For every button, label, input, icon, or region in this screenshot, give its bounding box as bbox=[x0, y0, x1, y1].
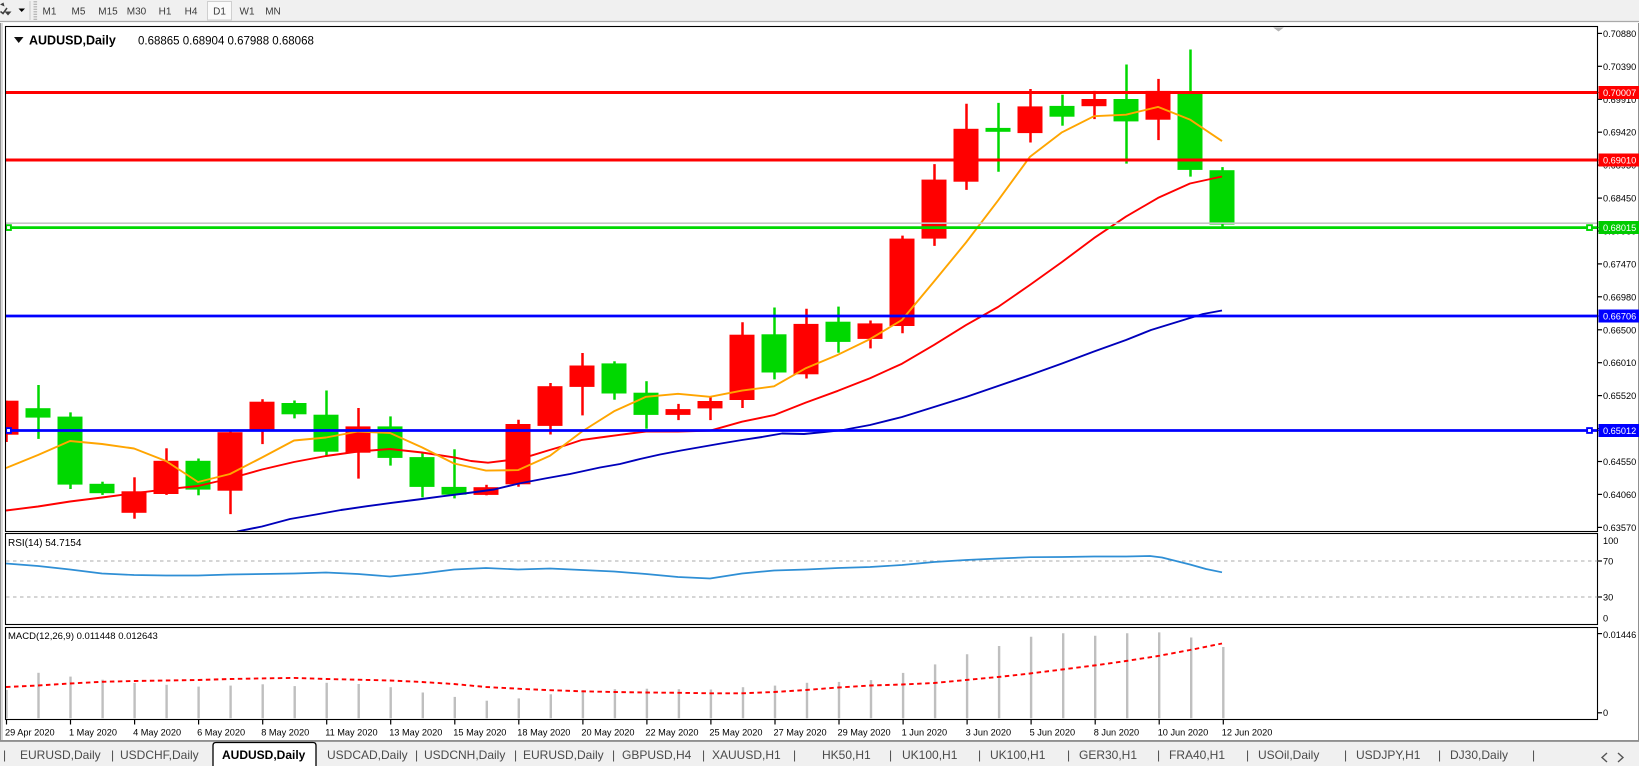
svg-text:0.70880: 0.70880 bbox=[1603, 29, 1636, 39]
svg-text:29 Apr 2020: 29 Apr 2020 bbox=[5, 728, 55, 738]
svg-text:0.66706: 0.66706 bbox=[1603, 312, 1636, 322]
svg-text:70: 70 bbox=[1603, 557, 1613, 567]
svg-text:0.63570: 0.63570 bbox=[1603, 523, 1636, 533]
svg-text:10 Jun 2020: 10 Jun 2020 bbox=[1158, 728, 1209, 738]
svg-text:0.01446: 0.01446 bbox=[1603, 630, 1636, 640]
svg-text:0.66500: 0.66500 bbox=[1603, 325, 1636, 335]
svg-text:18 May 2020: 18 May 2020 bbox=[517, 728, 570, 738]
svg-text:W1: W1 bbox=[240, 7, 255, 18]
svg-text:25 May 2020: 25 May 2020 bbox=[709, 728, 762, 738]
svg-text:HK50,H1: HK50,H1 bbox=[822, 748, 871, 762]
svg-text:|: | bbox=[1532, 748, 1535, 762]
svg-text:3 Jun 2020: 3 Jun 2020 bbox=[966, 728, 1011, 738]
svg-text:0.68015: 0.68015 bbox=[1603, 223, 1636, 233]
svg-text:0.65012: 0.65012 bbox=[1603, 426, 1636, 436]
svg-text:15 May 2020: 15 May 2020 bbox=[453, 728, 506, 738]
svg-text:M15: M15 bbox=[98, 7, 118, 18]
svg-text:1 Jun 2020: 1 Jun 2020 bbox=[902, 728, 947, 738]
svg-text:22 May 2020: 22 May 2020 bbox=[645, 728, 698, 738]
svg-text:USDJPY,H1: USDJPY,H1 bbox=[1356, 748, 1421, 762]
svg-text:6 May 2020: 6 May 2020 bbox=[197, 728, 245, 738]
svg-text:|: | bbox=[111, 748, 114, 762]
svg-text:0.69910: 0.69910 bbox=[1603, 95, 1636, 105]
svg-text:29 May 2020: 29 May 2020 bbox=[838, 728, 891, 738]
svg-text:EURUSD,Daily: EURUSD,Daily bbox=[20, 748, 101, 762]
svg-text:M30: M30 bbox=[127, 7, 147, 18]
svg-text:M5: M5 bbox=[72, 7, 86, 18]
svg-text:FRA40,H1: FRA40,H1 bbox=[1169, 748, 1225, 762]
svg-text:0.64060: 0.64060 bbox=[1603, 490, 1636, 500]
svg-text:1 May 2020: 1 May 2020 bbox=[69, 728, 117, 738]
svg-text:UK100,H1: UK100,H1 bbox=[902, 748, 958, 762]
svg-text:|: | bbox=[514, 748, 517, 762]
svg-text:8 Jun 2020: 8 Jun 2020 bbox=[1094, 728, 1139, 738]
svg-text:RSI(14) 54.7154: RSI(14) 54.7154 bbox=[8, 538, 82, 549]
svg-text:D1: D1 bbox=[213, 7, 226, 18]
svg-text:|: | bbox=[793, 748, 796, 762]
svg-text:0.64550: 0.64550 bbox=[1603, 457, 1636, 467]
svg-text:4 May 2020: 4 May 2020 bbox=[133, 728, 181, 738]
svg-text:H1: H1 bbox=[159, 7, 172, 18]
svg-text:GER30,H1: GER30,H1 bbox=[1079, 748, 1137, 762]
svg-text:AUDUSD,Daily: AUDUSD,Daily bbox=[222, 748, 306, 762]
svg-text:UK100,H1: UK100,H1 bbox=[990, 748, 1046, 762]
svg-text:|: | bbox=[1067, 748, 1070, 762]
svg-text:MN: MN bbox=[265, 7, 281, 18]
svg-text:0.65520: 0.65520 bbox=[1603, 391, 1636, 401]
svg-text:DJ30,Daily: DJ30,Daily bbox=[1450, 748, 1508, 762]
svg-text:11 May 2020: 11 May 2020 bbox=[325, 728, 377, 738]
svg-text:XAUUSD,H1: XAUUSD,H1 bbox=[712, 748, 781, 762]
svg-text:|: | bbox=[1157, 748, 1160, 762]
svg-text:|: | bbox=[889, 748, 892, 762]
svg-text:|: | bbox=[1438, 748, 1441, 762]
svg-text:|: | bbox=[978, 748, 981, 762]
svg-text:0.66980: 0.66980 bbox=[1603, 292, 1636, 302]
svg-text:0: 0 bbox=[1603, 708, 1608, 718]
svg-text:0.69010: 0.69010 bbox=[1603, 156, 1636, 166]
svg-text:USOil,Daily: USOil,Daily bbox=[1258, 748, 1319, 762]
svg-text:8 May 2020: 8 May 2020 bbox=[261, 728, 309, 738]
svg-text:0.68450: 0.68450 bbox=[1603, 194, 1636, 204]
svg-text:|: | bbox=[1246, 748, 1249, 762]
svg-text:20 May 2020: 20 May 2020 bbox=[581, 728, 634, 738]
svg-text:|: | bbox=[702, 748, 705, 762]
svg-text:USDCHF,Daily: USDCHF,Daily bbox=[120, 748, 199, 762]
svg-text:0.67470: 0.67470 bbox=[1603, 259, 1636, 269]
svg-text:12 Jun 2020: 12 Jun 2020 bbox=[1222, 728, 1273, 738]
svg-text:M1: M1 bbox=[43, 7, 57, 18]
svg-text:30: 30 bbox=[1603, 593, 1613, 603]
svg-text:USDCNH,Daily: USDCNH,Daily bbox=[424, 748, 505, 762]
svg-text:USDCAD,Daily: USDCAD,Daily bbox=[327, 748, 408, 762]
svg-text:27 May 2020: 27 May 2020 bbox=[774, 728, 827, 738]
svg-text:H4: H4 bbox=[185, 7, 198, 18]
svg-text:0: 0 bbox=[1603, 614, 1608, 624]
svg-text:0.69420: 0.69420 bbox=[1603, 128, 1636, 138]
svg-text:|: | bbox=[612, 748, 615, 762]
svg-text:AUDUSD,Daily: AUDUSD,Daily bbox=[29, 34, 116, 48]
svg-text:0.68865 0.68904 0.67988 0.6806: 0.68865 0.68904 0.67988 0.68068 bbox=[138, 36, 314, 48]
svg-text:5 Jun 2020: 5 Jun 2020 bbox=[1030, 728, 1075, 738]
svg-text:0.66010: 0.66010 bbox=[1603, 358, 1636, 368]
svg-text:|: | bbox=[415, 748, 418, 762]
svg-text:EURUSD,Daily: EURUSD,Daily bbox=[523, 748, 604, 762]
svg-text:MACD(12,26,9) 0.011448 0.01264: MACD(12,26,9) 0.011448 0.012643 bbox=[8, 631, 158, 642]
svg-text:|: | bbox=[3, 748, 6, 762]
svg-text:0.70007: 0.70007 bbox=[1603, 88, 1636, 98]
svg-text:GBPUSD,H4: GBPUSD,H4 bbox=[622, 748, 692, 762]
svg-text:|: | bbox=[1344, 748, 1347, 762]
svg-text:13 May 2020: 13 May 2020 bbox=[389, 728, 442, 738]
svg-text:0.70390: 0.70390 bbox=[1603, 62, 1636, 72]
svg-text:100: 100 bbox=[1603, 536, 1618, 546]
